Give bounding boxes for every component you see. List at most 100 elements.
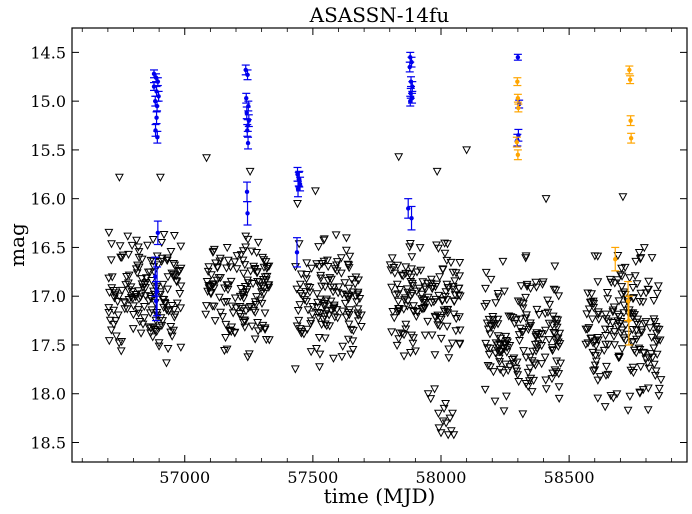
upper-limit-point	[137, 275, 147, 284]
upper-limit-point	[485, 330, 495, 339]
upper-limit-point	[326, 297, 336, 306]
upper-limit-point	[481, 284, 490, 294]
upper-limit-point	[158, 317, 168, 326]
upper-limit-point	[329, 354, 338, 363]
upper-limit-point	[228, 309, 238, 318]
upper-limit-point	[292, 322, 302, 331]
upper-limit-point	[545, 300, 555, 310]
upper-limit-point	[411, 312, 421, 321]
upper-limit-point	[166, 247, 176, 257]
upper-limit-point	[491, 299, 501, 308]
upper-limit-point	[426, 395, 436, 404]
upper-limit-point	[139, 314, 149, 323]
upper-limit-point	[634, 344, 644, 353]
upper-limit-point	[632, 326, 641, 335]
upper-limit-point	[648, 353, 657, 362]
upper-limit-point	[121, 281, 131, 290]
upper-limit-point	[236, 285, 246, 294]
upper-limit-point	[262, 264, 272, 273]
upper-limit-point	[353, 317, 363, 326]
upper-limit-point	[264, 281, 274, 290]
upper-limit-point	[588, 297, 598, 306]
upper-limit-point	[341, 234, 351, 243]
upper-limit-point	[117, 337, 127, 347]
y-axis-label: mag	[5, 223, 29, 267]
upper-limit-point	[170, 311, 180, 320]
detection-point	[514, 139, 520, 145]
upper-limit-point	[403, 297, 413, 306]
upper-limit-point	[526, 284, 536, 294]
upper-limit-point	[537, 330, 547, 339]
upper-limit-point	[643, 406, 653, 415]
upper-limit-point	[407, 290, 417, 299]
upper-limit-point	[302, 297, 312, 307]
upper-limit-point	[231, 304, 241, 313]
upper-limit-point	[481, 339, 491, 348]
upper-limit-point	[308, 303, 318, 312]
upper-limit-point	[137, 255, 147, 264]
upper-limit-point	[306, 320, 316, 329]
upper-limit-point	[240, 261, 250, 270]
upper-limit-point	[230, 328, 240, 337]
upper-limit-point	[541, 385, 551, 394]
y-tick-label: 16.0	[30, 190, 66, 209]
upper-limit-point	[348, 326, 358, 336]
upper-limit-point	[609, 332, 619, 341]
upper-limit-point	[387, 328, 397, 337]
upper-limit-point	[294, 316, 304, 325]
upper-limit-point	[440, 249, 450, 258]
upper-limit-point	[448, 285, 458, 294]
detection-point	[516, 105, 521, 111]
upper-limit-point	[499, 287, 509, 296]
upper-limit-point	[323, 263, 333, 272]
upper-limit-point	[525, 319, 535, 328]
upper-limit-point	[169, 231, 179, 241]
upper-limit-point	[316, 271, 326, 281]
upper-limit-point	[442, 296, 452, 305]
upper-limit-point	[235, 292, 245, 302]
upper-limit-point	[426, 275, 436, 284]
upper-limit-point	[307, 264, 317, 273]
upper-limit-point	[532, 305, 542, 315]
y-tick-label: 15.0	[30, 92, 66, 111]
upper-limit-point	[612, 390, 622, 399]
upper-limit-point	[518, 410, 528, 419]
upper-limit-point	[527, 388, 537, 397]
upper-limit-point	[243, 279, 253, 288]
detection-point	[515, 79, 520, 84]
upper-limit-point	[343, 260, 353, 269]
upper-limit-point	[444, 345, 454, 354]
upper-limit-point	[344, 311, 354, 320]
upper-limit-point	[249, 306, 259, 315]
upper-limit-point	[238, 291, 248, 300]
upper-limit-point	[515, 337, 524, 346]
upper-limit-point	[210, 317, 220, 326]
upper-limit-point	[250, 335, 260, 344]
upper-limit-point	[106, 256, 116, 265]
upper-limit-point	[541, 376, 551, 385]
upper-limit-point	[551, 315, 561, 324]
upper-limit-point	[295, 325, 305, 334]
upper-limit-point	[332, 306, 342, 315]
upper-limit-point	[433, 311, 443, 320]
upper-limit-point	[501, 332, 511, 342]
upper-limit-point	[614, 352, 624, 361]
upper-limit-point	[603, 295, 613, 304]
upper-limit-point	[600, 325, 610, 334]
upper-limit-point	[138, 320, 148, 329]
upper-limit-point	[554, 383, 564, 392]
upper-limit-point	[353, 290, 363, 299]
upper-limit-point	[495, 358, 505, 367]
upper-limit-point	[258, 321, 268, 331]
upper-limit-point	[230, 294, 240, 303]
upper-limit-point	[423, 317, 433, 326]
upper-limit-point	[414, 284, 424, 293]
upper-limit-point	[243, 235, 253, 244]
upper-limit-point	[440, 239, 450, 248]
upper-limit-point	[259, 256, 269, 265]
upper-limit-point	[306, 348, 316, 357]
upper-limit-point	[547, 344, 557, 353]
upper-limit-point	[305, 288, 315, 297]
y-tick-label: 17.0	[30, 287, 66, 306]
